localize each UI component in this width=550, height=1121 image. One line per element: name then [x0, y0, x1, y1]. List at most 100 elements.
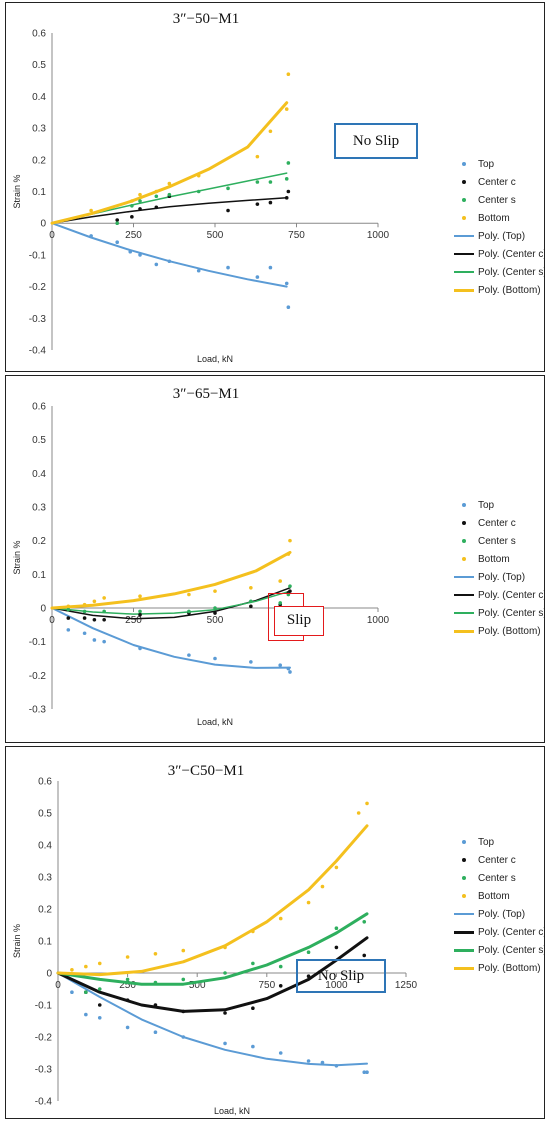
- trendline-poly-center-c: [51, 197, 288, 224]
- data-point-center-s: [284, 177, 289, 181]
- data-point-top: [128, 249, 133, 254]
- legend: Top Center c Center s Bottom Poly. (Top) Poly…: [454, 496, 545, 640]
- legend-entry: Center c: [454, 514, 544, 532]
- data-point-center-s: [306, 950, 311, 954]
- legend-label: Poly. (Center s): [478, 266, 545, 278]
- legend-label: Poly. (Center c): [478, 248, 545, 260]
- data-point-center-s: [278, 964, 283, 969]
- data-point-center-c: [181, 1009, 186, 1014]
- data-point-top: [187, 653, 191, 657]
- data-point-bottom: [181, 948, 186, 953]
- data-point-bottom: [130, 199, 134, 203]
- data-point-top: [255, 275, 260, 279]
- data-point-center-s: [196, 189, 201, 194]
- data-point-center-c: [284, 196, 289, 200]
- data-point-center-c: [226, 208, 230, 213]
- legend-dot-swatch: [454, 536, 474, 546]
- legend-dot-swatch: [454, 177, 474, 187]
- data-point-bottom: [138, 594, 142, 599]
- trendline-poly-bottom: [56, 824, 369, 977]
- legend-line-swatch: [454, 590, 474, 600]
- legend-label: Poly. (Center s): [478, 607, 545, 619]
- data-point-top: [82, 631, 87, 636]
- data-point-top: [89, 234, 93, 238]
- legend-label: Top: [478, 499, 495, 511]
- y-tick-label: 0.3: [32, 124, 46, 135]
- legend-entry: Poly. (Center s): [454, 604, 545, 622]
- data-point-center-c: [66, 616, 71, 620]
- chart-title: 3″−50−M1: [172, 11, 240, 27]
- data-point-center-s: [66, 607, 71, 612]
- data-point-center-s: [181, 977, 186, 982]
- data-point-top: [284, 281, 289, 286]
- data-point-center-s: [249, 599, 253, 604]
- y-axis-label: Strain %: [12, 924, 22, 958]
- legend-dot-swatch: [454, 554, 474, 564]
- legend-entry: Poly. (Top): [454, 227, 544, 245]
- data-point-center-s: [130, 203, 134, 208]
- x-axis-label: Load, kN: [197, 717, 233, 727]
- data-point-top: [181, 1035, 186, 1039]
- legend-entry: Top: [454, 496, 544, 514]
- y-tick-label: 0: [40, 604, 46, 615]
- chart-svg-3: -0.4-0.3-0.2-0.100.10.20.30.40.50.60 250 5…: [12, 777, 418, 1117]
- data-point-top: [153, 1030, 158, 1034]
- trendline-poly-center-c: [51, 587, 291, 620]
- trendline-poly-center-c: [56, 936, 369, 1013]
- trendline-poly-top: [57, 972, 368, 1067]
- data-point-top: [154, 262, 159, 267]
- y-axis-label: Strain %: [12, 540, 22, 574]
- legend-entry: Bottom: [454, 887, 544, 905]
- legend-entry: Top: [454, 155, 544, 173]
- data-point-top: [362, 1070, 367, 1074]
- data-point-top: [286, 666, 291, 671]
- data-point-top: [115, 240, 119, 245]
- legend-label: Center c: [478, 517, 516, 529]
- data-point-top: [306, 1059, 311, 1063]
- legend-line-swatch: [454, 572, 474, 582]
- data-point-top: [213, 656, 217, 661]
- data-point-bottom: [97, 961, 102, 966]
- legend-label: Poly. (Top): [478, 230, 526, 242]
- data-point-center-c: [125, 998, 130, 1002]
- x-tick-label: 1000: [367, 615, 390, 626]
- legend-entry: Center c: [454, 173, 544, 191]
- data-point-center-s: [362, 920, 367, 924]
- data-point-bottom: [286, 552, 291, 556]
- data-point-center-c: [278, 984, 283, 988]
- y-tick-label: 0.1: [32, 187, 46, 198]
- data-point-center-s: [82, 609, 87, 614]
- data-point-center-s: [154, 194, 159, 199]
- chart-panel-3: -0.4 -0.3 -0.2 -0.1 0 0.1 0.2 0.3 0.4 0.5 0.6 0 250 5…: [5, 746, 545, 1119]
- data-point-center-s: [187, 609, 191, 614]
- data-point-bottom: [125, 955, 130, 959]
- data-point-center-s: [226, 186, 230, 191]
- legend-entry: Bottom: [454, 209, 544, 227]
- chart-panel-1: -0.4 -0.3 -0.2 -0.1 0 0.1 0.2 0.3 0.4 0.5 0.6 0 250 5…: [5, 2, 545, 372]
- data-point-bottom: [288, 538, 292, 543]
- legend-line-swatch: [454, 231, 474, 241]
- legend-label: Bottom: [478, 553, 510, 565]
- x-tick-label: 500: [189, 980, 206, 991]
- data-point-bottom: [284, 107, 289, 111]
- legend-label: Center s: [478, 194, 516, 206]
- legend-label: Poly. (Top): [478, 571, 526, 583]
- y-tick-label: -0.4: [29, 346, 47, 357]
- legend-dot-swatch: [454, 855, 474, 865]
- y-tick-label: 0.1: [38, 937, 52, 948]
- x-tick-label: 1000: [325, 980, 348, 991]
- data-point-center-s: [286, 161, 291, 165]
- x-tick-label: 750: [288, 230, 305, 241]
- data-point-center-s: [115, 221, 119, 225]
- legend-entry: Poly. (Center s): [454, 263, 545, 281]
- data-point-center-c: [362, 953, 367, 958]
- y-tick-label: 0.4: [32, 92, 46, 103]
- data-point-bottom: [138, 192, 142, 197]
- legend-line-swatch: [454, 285, 474, 295]
- data-point-center-c: [268, 200, 273, 205]
- data-point-center-s: [278, 601, 283, 605]
- annotation-no-slip: No Slip: [296, 959, 386, 993]
- data-point-bottom: [167, 181, 172, 186]
- data-point-center-c: [334, 945, 339, 950]
- trendline-poly-bottom: [50, 550, 292, 610]
